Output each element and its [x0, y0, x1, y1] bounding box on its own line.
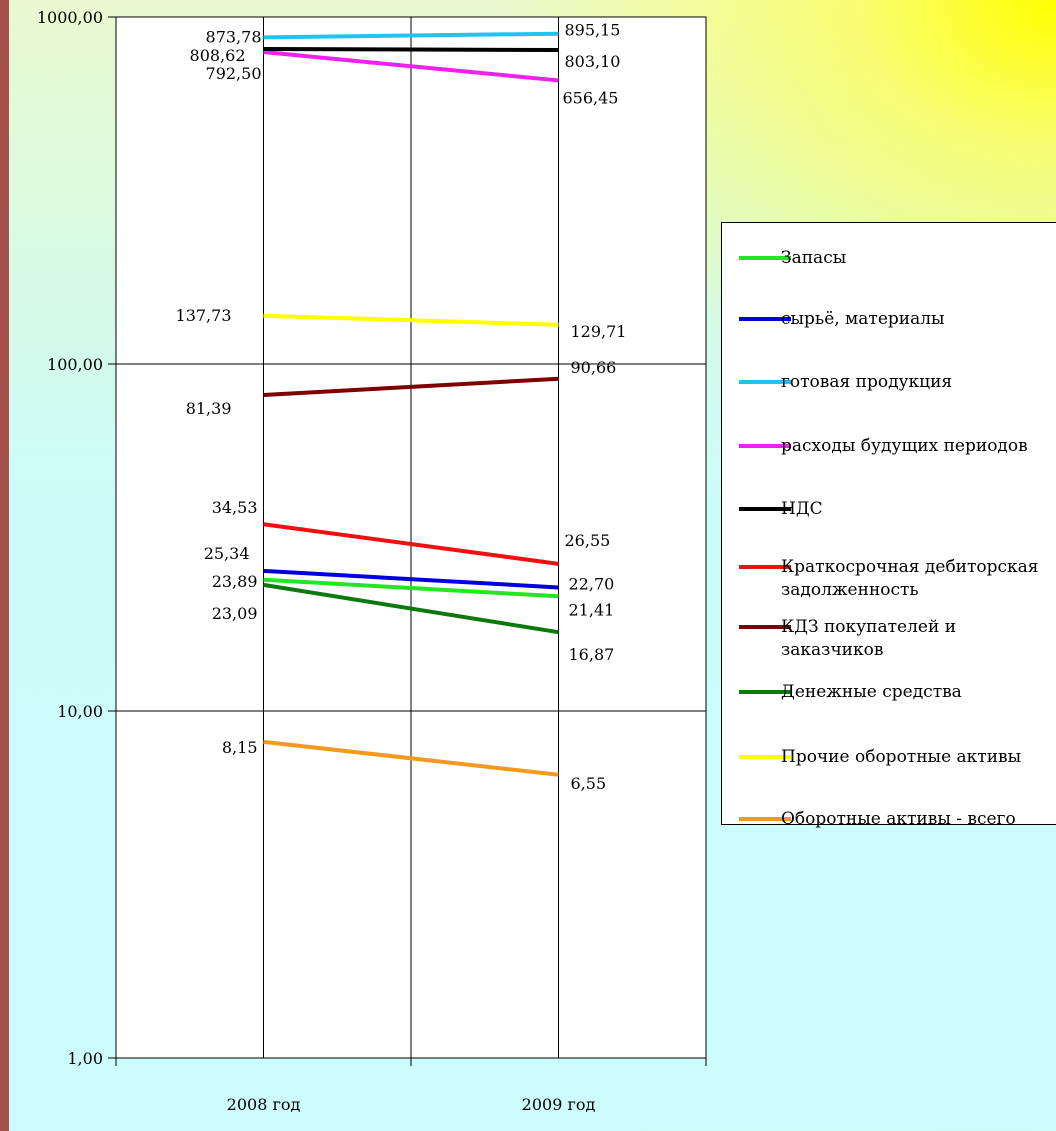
legend-swatch — [739, 380, 791, 384]
legend-label: Краткосрочная дебиторская задолженность — [781, 557, 1039, 600]
series-line-6 — [263, 376, 559, 398]
series-lines — [263, 31, 559, 777]
series-line-5 — [263, 522, 559, 566]
legend: Запасы сырьё, материалы готовая продукция р… — [721, 222, 1056, 829]
data-label: 23,09 — [212, 604, 258, 623]
series-line-3 — [263, 50, 559, 83]
legend-label: Денежные средства — [781, 682, 962, 702]
data-label: 23,89 — [212, 572, 258, 591]
data-label: 792,50 — [206, 64, 262, 83]
legend-swatch — [739, 690, 791, 694]
data-label: 81,39 — [186, 399, 232, 418]
series-line-9 — [263, 739, 559, 777]
axes: 1000,00 100,00 10,00 1,00 2008 год 2009 год — [37, 8, 707, 1114]
plot-border — [115, 16, 707, 1059]
legend-swatch — [739, 256, 791, 260]
series-line-0 — [263, 577, 559, 599]
data-label: 803,10 — [565, 52, 621, 71]
legend-swatch — [739, 507, 791, 511]
data-label: 34,53 — [212, 498, 258, 517]
y-tick-label: 1000,00 — [37, 8, 103, 27]
y-tick-label: 10,00 — [57, 702, 103, 721]
series-line-2 — [263, 31, 559, 40]
legend-swatch — [739, 317, 791, 321]
legend-label: Оборотные активы - всего — [781, 809, 1016, 829]
legend-label: НДС — [781, 499, 823, 519]
data-label: 16,87 — [569, 645, 615, 664]
data-label: 873,78 — [206, 27, 262, 46]
series-line-1 — [263, 568, 559, 590]
series-line-7 — [263, 582, 559, 635]
legend-label: Запасы — [781, 248, 847, 268]
legend-swatch — [739, 625, 791, 629]
data-label: 895,15 — [565, 21, 621, 40]
legend-swatch — [739, 755, 791, 759]
legend-label: Прочие оборотные активы — [781, 747, 1022, 767]
data-label: 90,66 — [571, 358, 617, 377]
data-label: 129,71 — [571, 322, 627, 341]
legend-swatch — [739, 565, 791, 569]
series-line-8 — [263, 313, 559, 327]
x-tick-label: 2009 год — [522, 1095, 596, 1114]
data-label: 25,34 — [204, 544, 250, 563]
data-label: 6,55 — [571, 774, 607, 793]
y-tick-label: 1,00 — [67, 1049, 103, 1068]
data-label: 22,70 — [569, 574, 615, 593]
legend-swatch — [739, 817, 791, 821]
data-labels: 23,89 21,41 25,34 22,70 873,78 895,15 792,50 65… — [176, 21, 627, 793]
data-label: 26,55 — [565, 531, 611, 550]
data-label: 21,41 — [569, 600, 615, 619]
legend-label: расходы будущих периодов — [781, 436, 1028, 456]
data-label: 656,45 — [563, 88, 619, 107]
left-border — [0, 0, 9, 1131]
y-tick-label: 100,00 — [47, 355, 103, 374]
data-label: 8,15 — [222, 738, 258, 757]
data-label: 137,73 — [176, 306, 232, 325]
x-tick-label: 2008 год — [227, 1095, 301, 1114]
series-line-4 — [263, 47, 559, 53]
data-label: 808,62 — [190, 46, 246, 65]
legend-label: сырьё, материалы — [781, 309, 945, 329]
legend-label: КДЗ покупателей и заказчиков — [781, 617, 957, 660]
legend-label: готовая продукция — [781, 372, 953, 392]
legend-swatch — [739, 444, 791, 448]
